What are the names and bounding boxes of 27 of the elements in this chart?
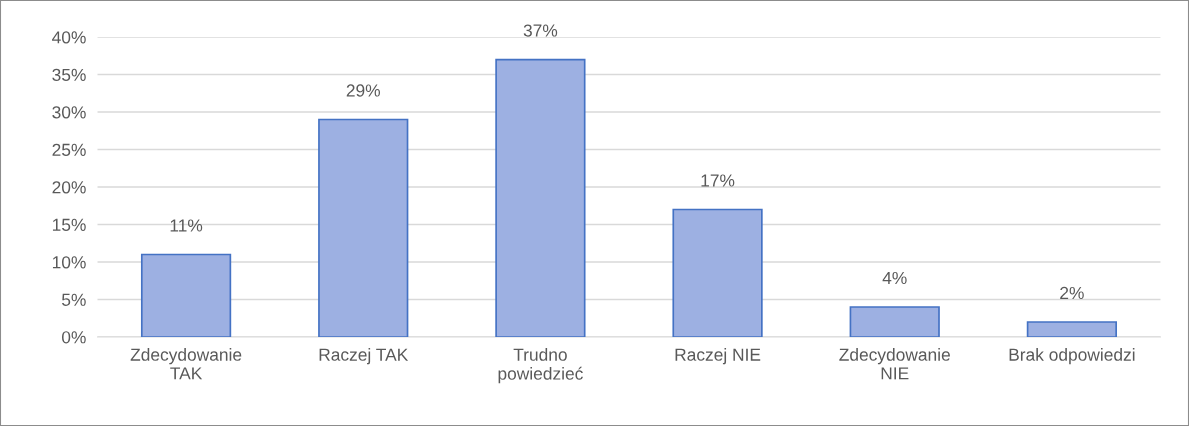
y-tick-label: 15% — [52, 218, 86, 231]
y-tick-label: 40% — [52, 31, 86, 44]
y-tick-label: 25% — [52, 143, 86, 156]
bar — [672, 208, 763, 337]
x-tick-label: Trudno powiedzieć — [498, 348, 583, 384]
bar — [318, 118, 409, 337]
y-tick-label: 0% — [61, 331, 86, 344]
x-tick-label: Brak odpowiedzi — [1009, 348, 1135, 365]
bar — [1026, 321, 1118, 337]
data-label: 37% — [523, 24, 558, 37]
data-label: 29% — [346, 84, 380, 97]
y-tick-label: 35% — [52, 68, 86, 82]
bar — [849, 306, 940, 337]
data-label: 11% — [170, 219, 203, 232]
x-tick-label: Zdecydowanie TAK — [130, 348, 242, 380]
data-label: 4% — [882, 271, 907, 285]
x-tick-label: Raczej NIE — [675, 348, 761, 365]
data-label: 2% — [1060, 286, 1084, 300]
bar — [140, 253, 232, 337]
y-tick-label: 30% — [52, 106, 86, 119]
data-label: 17% — [701, 174, 735, 187]
x-tick-label: Zdecydowanie NIE — [839, 348, 950, 380]
y-tick-label: 5% — [61, 293, 86, 306]
bar — [495, 58, 586, 337]
y-tick-label: 10% — [52, 256, 86, 269]
x-tick-label: Raczej TAK — [319, 348, 409, 365]
y-tick-label: 20% — [52, 181, 86, 194]
